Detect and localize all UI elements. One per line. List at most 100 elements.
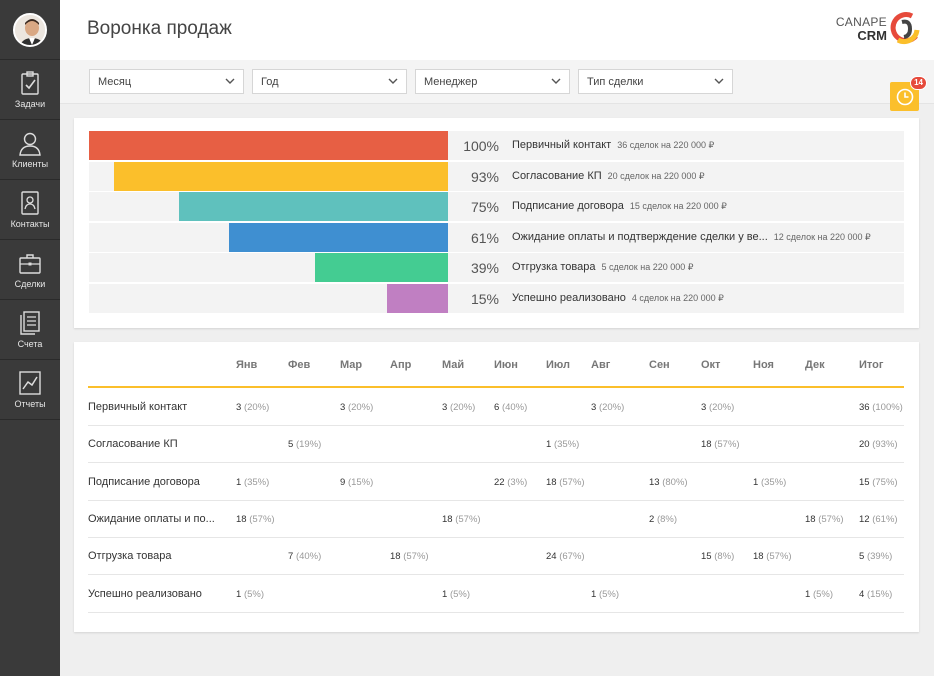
- table-row[interactable]: Первичный контакт 3 (20%) 3 (20%) 3 (20%) 6 …: [88, 388, 904, 426]
- clipboard-check-icon: [21, 71, 39, 95]
- table-cell: 15 (75%): [859, 477, 898, 488]
- column-header[interactable]: Июн: [494, 359, 518, 371]
- funnel-stage[interactable]: 15% Успешно реализовано 4 сделок на 220 00…: [89, 283, 904, 313]
- cell-count: 18: [701, 439, 712, 451]
- cell-count: 18: [753, 551, 764, 563]
- user-icon: [19, 132, 41, 156]
- logo-line2: CRM: [857, 28, 887, 43]
- column-header[interactable]: Итог: [859, 359, 884, 371]
- column-header[interactable]: Июл: [546, 359, 571, 371]
- table-cell: 18 (57%): [546, 477, 585, 488]
- funnel-stage-name: Отгрузка товара 5 сделок на 220 000 ₽: [512, 261, 693, 273]
- funnel-stage[interactable]: 100% Первичный контакт 36 сделок на 220 00…: [89, 131, 904, 160]
- funnel-stage-name: Согласование КП 20 сделок на 220 000 ₽: [512, 170, 705, 182]
- cell-percent: (57%): [249, 513, 275, 525]
- funnel-stage[interactable]: 39% Отгрузка товара 5 сделок на 220 000 ₽: [89, 253, 904, 282]
- funnel-stage-name: Успешно реализовано 4 сделок на 220 000 ₽: [512, 292, 724, 304]
- table-cell: 3 (20%): [236, 402, 269, 413]
- cell-percent: (20%): [449, 402, 476, 413]
- cell-percent: (5%): [449, 588, 470, 600]
- funnel-stage-name: Ожидание оплаты и подтверждение сделки у…: [512, 231, 871, 243]
- document-icon: [20, 311, 40, 335]
- funnel-card: 100% Первичный контакт 36 сделок на 220 00…: [74, 118, 919, 328]
- sidebar-item-label: Отчеты: [14, 399, 46, 409]
- funnel-stage-info: 15 сделок на 220 000 ₽: [629, 201, 727, 211]
- cell-count: 24: [546, 551, 557, 563]
- filter-select[interactable]: Год: [252, 69, 407, 94]
- column-header[interactable]: Окт: [701, 359, 721, 371]
- table-row[interactable]: Успешно реализовано 1 (5%) 1 (5%) 1 (5%) 1 (…: [88, 575, 904, 613]
- table-row[interactable]: Согласование КП 5 (19%) 1 (35%) 18 (57%) 20 …: [88, 425, 904, 464]
- avatar[interactable]: [13, 12, 47, 47]
- funnel-bar: [229, 222, 448, 252]
- sidebar-item-clipboard-check[interactable]: Задачи: [0, 60, 60, 120]
- cell-count: 1: [236, 476, 242, 488]
- funnel-bar: [89, 131, 448, 160]
- column-header[interactable]: Авг: [591, 359, 611, 371]
- cell-percent: (3%): [507, 476, 528, 488]
- cell-count: 1: [546, 439, 552, 451]
- column-header[interactable]: Ноя: [753, 359, 774, 371]
- row-stage-name: Успешно реализовано: [88, 587, 202, 600]
- table-row[interactable]: Подписание договора 1 (35%) 9 (15%) 22 (3%)…: [88, 463, 904, 501]
- sidebar-item-document[interactable]: Счета: [0, 300, 60, 360]
- table-cell: 13 (80%): [649, 477, 688, 488]
- table-row[interactable]: Отгрузка товара 7 (40%) 18 (57%) 24 (67%) 15…: [88, 537, 904, 576]
- funnel-stage-title: Отгрузка товара: [512, 261, 596, 273]
- funnel-stage-info: 20 сделок на 220 000 ₽: [607, 170, 705, 181]
- filter-select-label: Тип сделки: [587, 76, 644, 88]
- cell-count: 3: [236, 402, 242, 413]
- table-cell: 5 (19%): [288, 439, 321, 450]
- cell-percent: (57%): [559, 476, 585, 488]
- funnel-stage-name: Подписание договора 15 сделок на 220 000 …: [512, 200, 727, 212]
- filter-select[interactable]: Менеджер: [415, 69, 570, 94]
- column-header[interactable]: Фев: [288, 359, 311, 371]
- funnel-stage[interactable]: 75% Подписание договора 15 сделок на 220 0…: [89, 192, 904, 221]
- notifications-button[interactable]: 14: [890, 76, 927, 111]
- cell-count: 1: [591, 588, 597, 600]
- cell-percent: (93%): [872, 439, 898, 451]
- column-header[interactable]: Апр: [390, 359, 412, 371]
- funnel-stage-info: 36 сделок на 220 000 ₽: [617, 140, 715, 150]
- funnel-stage-percent: 15%: [470, 290, 499, 307]
- sidebar-item-user[interactable]: Клиенты: [0, 120, 60, 180]
- table-row[interactable]: Ожидание оплаты и по... 18 (57%) 18 (57%) 2…: [88, 500, 904, 538]
- funnel-stage-percent: 100%: [463, 138, 499, 154]
- table-header-divider: [88, 386, 904, 388]
- column-header[interactable]: Мар: [340, 359, 363, 371]
- table-cell: 22 (3%): [494, 477, 527, 488]
- cell-percent: (80%): [662, 476, 688, 488]
- sidebar-item-label: Клиенты: [11, 159, 49, 169]
- cell-count: 6: [494, 402, 500, 413]
- cell-percent: (100%): [872, 402, 903, 413]
- cell-percent: (57%): [455, 513, 481, 525]
- funnel-stage-title: Ожидание оплаты и подтверждение сделки у…: [512, 230, 768, 243]
- cell-percent: (57%): [714, 439, 740, 451]
- cell-count: 15: [859, 476, 870, 488]
- filter-select[interactable]: Месяц: [89, 69, 244, 94]
- cell-percent: (8%): [714, 551, 735, 563]
- column-header[interactable]: Янв: [236, 359, 258, 371]
- briefcase-icon: [19, 254, 41, 274]
- logo-icon: [890, 12, 920, 44]
- sidebar-item-contact-card[interactable]: Контакты: [0, 180, 60, 240]
- cell-percent: (5%): [598, 588, 619, 600]
- cell-percent: (15%): [866, 588, 893, 600]
- table-cell: 36 (100%): [859, 402, 903, 413]
- sidebar-item-briefcase[interactable]: Сделки: [0, 240, 60, 300]
- funnel-stage[interactable]: 93% Согласование КП 20 сделок на 220 000 ₽: [89, 161, 904, 191]
- funnel-bar: [315, 253, 448, 282]
- funnel-stage-percent: 75%: [470, 199, 499, 215]
- cell-percent: (40%): [295, 551, 322, 563]
- sidebar-item-label: Сделки: [14, 279, 46, 289]
- column-header[interactable]: Май: [442, 359, 465, 371]
- cell-percent: (20%): [347, 402, 374, 413]
- cell-percent: (75%): [872, 476, 898, 488]
- sidebar-item-chart[interactable]: Отчеты: [0, 360, 60, 420]
- funnel-stage-percent: 61%: [470, 229, 499, 246]
- funnel-stage[interactable]: 61% Ожидание оплаты и подтверждение сделк…: [89, 222, 904, 252]
- column-header[interactable]: Дек: [805, 359, 825, 371]
- column-header[interactable]: Сен: [649, 359, 670, 371]
- filter-select[interactable]: Тип сделки: [578, 69, 733, 94]
- sidebar-item-label: Задачи: [14, 99, 46, 109]
